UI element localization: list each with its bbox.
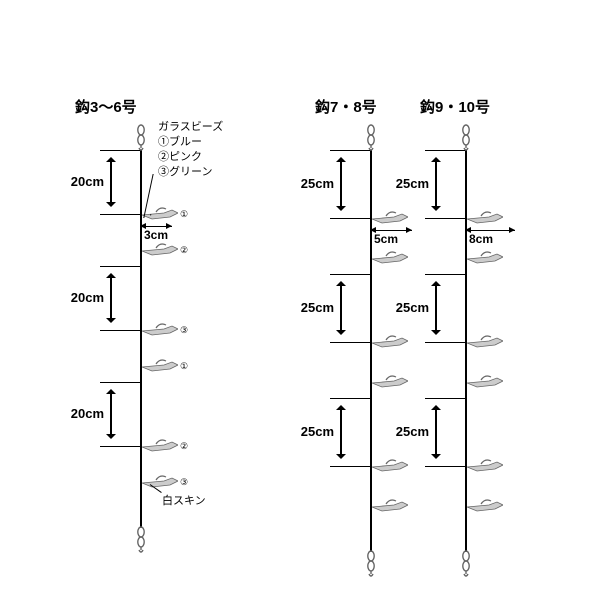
section-dim-label: 25cm xyxy=(385,300,429,315)
hook-icon xyxy=(372,499,408,513)
swivel-bottom xyxy=(364,550,378,578)
diagram-viewport: 鈎3〜6号 20cm ① 3cm ② 20cm ③ ① 20cm ② ③ ガラスビーズ①ブルー②ピンク… xyxy=(0,0,600,600)
hook-icon xyxy=(467,459,503,473)
section-dim-label: 25cm xyxy=(290,176,334,191)
legend-item: ③グリーン xyxy=(158,165,223,180)
tick xyxy=(330,398,370,399)
tick xyxy=(100,382,140,383)
hook-icon xyxy=(372,375,408,389)
swivel-top xyxy=(134,124,148,152)
tick xyxy=(425,218,465,219)
hook-icon xyxy=(142,439,178,453)
branch-dim-label: 8cm xyxy=(469,232,493,246)
tick xyxy=(100,446,140,447)
bead-number: ③ xyxy=(180,325,188,336)
tick xyxy=(100,266,140,267)
tick xyxy=(100,330,140,331)
arrow-right xyxy=(509,227,515,233)
swivel-bottom xyxy=(134,526,148,554)
tick xyxy=(330,274,370,275)
dimension-line xyxy=(110,158,112,206)
bead-number: ① xyxy=(180,361,188,372)
dimension-line xyxy=(110,274,112,322)
dimension-line xyxy=(435,282,437,334)
legend-title: ガラスビーズ xyxy=(158,120,223,135)
dimension-line xyxy=(340,406,342,458)
hook-icon xyxy=(372,251,408,265)
hook-icon xyxy=(142,207,178,221)
tick xyxy=(425,398,465,399)
section-dim-label: 25cm xyxy=(290,424,334,439)
tick xyxy=(425,466,465,467)
section-dim-label: 20cm xyxy=(60,406,104,421)
rig-title: 鈎9・10号 xyxy=(420,96,490,117)
hook-icon xyxy=(467,499,503,513)
rig-title: 鈎3〜6号 xyxy=(75,96,137,117)
bead-number: ② xyxy=(180,245,188,256)
hook-icon xyxy=(372,335,408,349)
dimension-line xyxy=(435,158,437,210)
dimension-line xyxy=(110,390,112,438)
bead-number: ② xyxy=(180,441,188,452)
section-dim-label: 20cm xyxy=(60,174,104,189)
branch-dim-label: 5cm xyxy=(374,232,398,246)
dimension-line xyxy=(340,158,342,210)
swivel-top xyxy=(459,124,473,152)
hook-icon xyxy=(142,243,178,257)
rig-title: 鈎7・8号 xyxy=(315,96,377,117)
hook-icon xyxy=(142,323,178,337)
dimension-line xyxy=(435,406,437,458)
hook-icon xyxy=(372,211,408,225)
section-dim-label: 20cm xyxy=(60,290,104,305)
tick xyxy=(330,150,370,151)
bead-number: ① xyxy=(180,209,188,220)
branch-dim-line xyxy=(467,230,515,231)
arrow-right xyxy=(406,227,412,233)
swivel-bottom xyxy=(459,550,473,578)
legend-item: ②ピンク xyxy=(158,150,223,165)
tick xyxy=(425,150,465,151)
bead-number: ③ xyxy=(180,477,188,488)
hook-icon xyxy=(467,211,503,225)
dimension-line xyxy=(340,282,342,334)
hook-icon xyxy=(467,251,503,265)
hook-icon xyxy=(467,375,503,389)
hook-icon xyxy=(467,335,503,349)
glass-bead-legend: ガラスビーズ①ブルー②ピンク③グリーン xyxy=(158,120,223,179)
tick xyxy=(100,150,140,151)
section-dim-label: 25cm xyxy=(385,424,429,439)
tick xyxy=(330,342,370,343)
tick xyxy=(425,342,465,343)
legend-item: ①ブルー xyxy=(158,135,223,150)
tick xyxy=(330,218,370,219)
section-dim-label: 25cm xyxy=(385,176,429,191)
tick xyxy=(330,466,370,467)
skin-note: 白スキン xyxy=(162,492,206,508)
branch-dim-label: 3cm xyxy=(144,228,168,242)
hook-icon xyxy=(142,475,178,489)
tick xyxy=(425,274,465,275)
section-dim-label: 25cm xyxy=(290,300,334,315)
tick xyxy=(100,214,140,215)
hook-icon xyxy=(142,359,178,373)
swivel-top xyxy=(364,124,378,152)
hook-icon xyxy=(372,459,408,473)
